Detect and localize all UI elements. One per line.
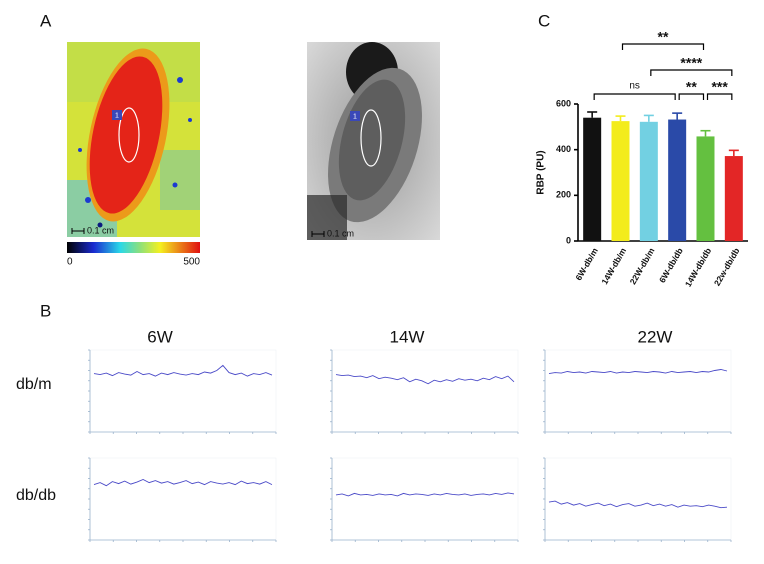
x-tick-label: 6W-db/m: [573, 246, 600, 282]
significance-label: **: [658, 29, 669, 45]
significance-label: ns: [629, 81, 640, 92]
x-tick-label: 22w-db/db: [712, 246, 742, 287]
trace: [93, 364, 273, 377]
bar: [639, 121, 658, 241]
x-tick-label: 14W-db/db: [683, 246, 713, 288]
y-tick-label: 0: [566, 235, 571, 245]
significance-bracket: [593, 93, 676, 100]
plot-frame: [89, 457, 277, 541]
y-tick-label: 200: [556, 190, 571, 200]
bar: [696, 136, 715, 241]
colorbar-tick: 500: [183, 257, 200, 268]
plot-frame: [544, 457, 732, 541]
scale-bar: 0.1 cm: [87, 225, 114, 235]
column-label: 6W: [147, 327, 173, 346]
plot-frame: [544, 349, 732, 433]
trace: [335, 374, 515, 385]
significance-label: **: [686, 79, 697, 95]
trace: [335, 492, 515, 497]
significance-bracket: [650, 69, 733, 76]
plot-frame: [331, 457, 519, 541]
y-axis-label: RBP (PU): [536, 150, 547, 194]
photo-image: 1 0.1 cm: [307, 42, 440, 240]
plot-frame: [89, 349, 277, 433]
perfusion-image: 1 0.1 cm: [67, 42, 200, 237]
trace: [548, 369, 728, 375]
panel-label: A: [40, 11, 52, 30]
panel-label: C: [538, 11, 550, 30]
plot-frame: [331, 349, 519, 433]
trace: [548, 500, 728, 509]
bar: [611, 121, 630, 241]
x-tick-label: 6W-db/db: [657, 246, 685, 284]
significance-bracket: [621, 43, 705, 50]
significance-bracket: [678, 93, 705, 100]
x-tick-label: 22W-db/m: [628, 246, 657, 286]
y-tick-label: 600: [556, 98, 571, 108]
bar: [583, 117, 602, 241]
significance-label: ****: [680, 55, 702, 71]
colorbar: [67, 242, 200, 253]
y-tick-label: 400: [556, 144, 571, 154]
trace: [93, 479, 273, 487]
roi-label: 1: [353, 113, 357, 120]
roi-label: 1: [115, 112, 119, 119]
colorbar-tick: 0: [67, 257, 73, 268]
row-label: db/db: [16, 487, 56, 504]
panel-label: B: [40, 301, 51, 320]
significance-label: ***: [711, 79, 728, 95]
row-label: db/m: [16, 376, 52, 393]
x-tick-label: 14W-db/m: [599, 246, 628, 286]
significance-bracket: [706, 93, 733, 100]
scale-bar: 0.1 cm: [327, 228, 354, 238]
column-label: 14W: [390, 327, 425, 346]
bar: [724, 156, 743, 241]
bar: [668, 119, 687, 241]
column-label: 22W: [638, 327, 673, 346]
